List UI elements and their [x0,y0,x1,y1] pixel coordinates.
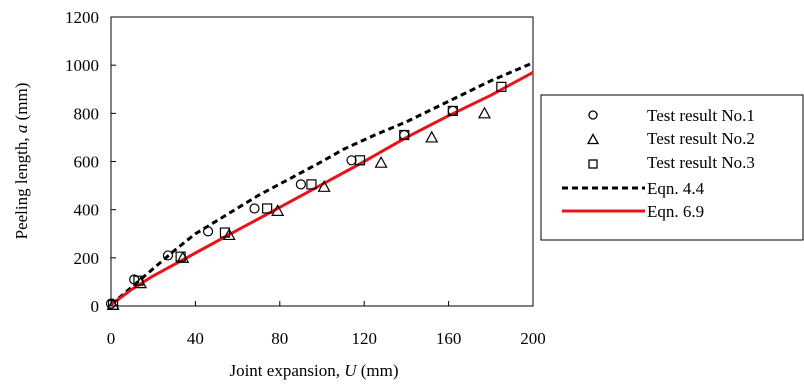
test-result-2-point [477,106,491,119]
x-axis-label: Joint expansion, U (mm) [229,361,398,380]
test-result-3-point [399,129,410,141]
test-result-2-point [425,130,439,143]
x-tick-label: 80 [271,329,288,348]
test-result-2-point [374,155,388,168]
test-result-2-point [271,204,285,216]
test-result-3-point [262,203,273,214]
x-tick-label: 0 [107,329,116,348]
x-tick-label: 160 [436,329,462,348]
test-result-1-point [249,203,260,214]
plot-frame [110,16,534,307]
test-result-3-point [108,299,119,310]
eqn-6-9-line [110,71,534,307]
y-tick-label: 1000 [65,56,99,75]
test-result-3-point [306,179,317,190]
test-result-1-point [162,250,174,261]
test-result-2-point [317,180,331,192]
y-tick-label: 400 [74,201,100,220]
test-result-3-point [354,155,366,166]
y-tick-label: 200 [74,249,100,268]
legend-item-eqn-4-4: Eqn. 4.4 [562,179,705,198]
legend-label: Test result No.1 [647,106,755,125]
y-tick-label: 800 [74,104,100,123]
x-tick-label: 200 [520,329,546,348]
legend-item-test-result-2: Test result No.2 [586,129,755,148]
test-result-1-point [295,179,306,190]
test-result-3-point [175,251,186,262]
y-tick-label: 1200 [65,8,99,27]
legend-label: Test result No.2 [647,129,755,148]
x-tick-label: 40 [187,329,204,348]
test-result-3-point [219,227,231,238]
circle-marker-icon [588,110,598,120]
x-tick-label: 120 [351,329,377,348]
legend-label: Test result No.3 [647,153,755,172]
triangle-marker-icon [586,133,600,145]
test-result-2-point [222,228,236,241]
square-marker-icon [588,159,598,169]
test-result-3-point [496,81,507,92]
y-tick-label: 600 [74,153,100,172]
y-tick-label: 0 [91,297,100,316]
legend-label: Eqn. 4.4 [647,179,705,198]
y-axis-label: Peeling length, a (mm) [12,83,31,240]
legend: Test result No.1 Test result No.2 Test r… [540,94,804,241]
legend-item-test-result-1: Test result No.1 [588,106,755,125]
legend-item-eqn-6-9: Eqn. 6.9 [562,202,704,221]
eqn-4-4-line [110,61,534,306]
legend-box [540,94,804,241]
legend-item-test-result-3: Test result No.3 [588,153,755,172]
test-result-3-point [133,275,144,286]
legend-label: Eqn. 6.9 [647,202,704,221]
test-result-3-point [447,105,458,117]
plot-area: 0 40 80 120 160 200 0 200 400 600 800 1000 1200 [65,8,546,348]
test-result-1-point [346,155,357,166]
test-result-1-point [202,226,214,237]
